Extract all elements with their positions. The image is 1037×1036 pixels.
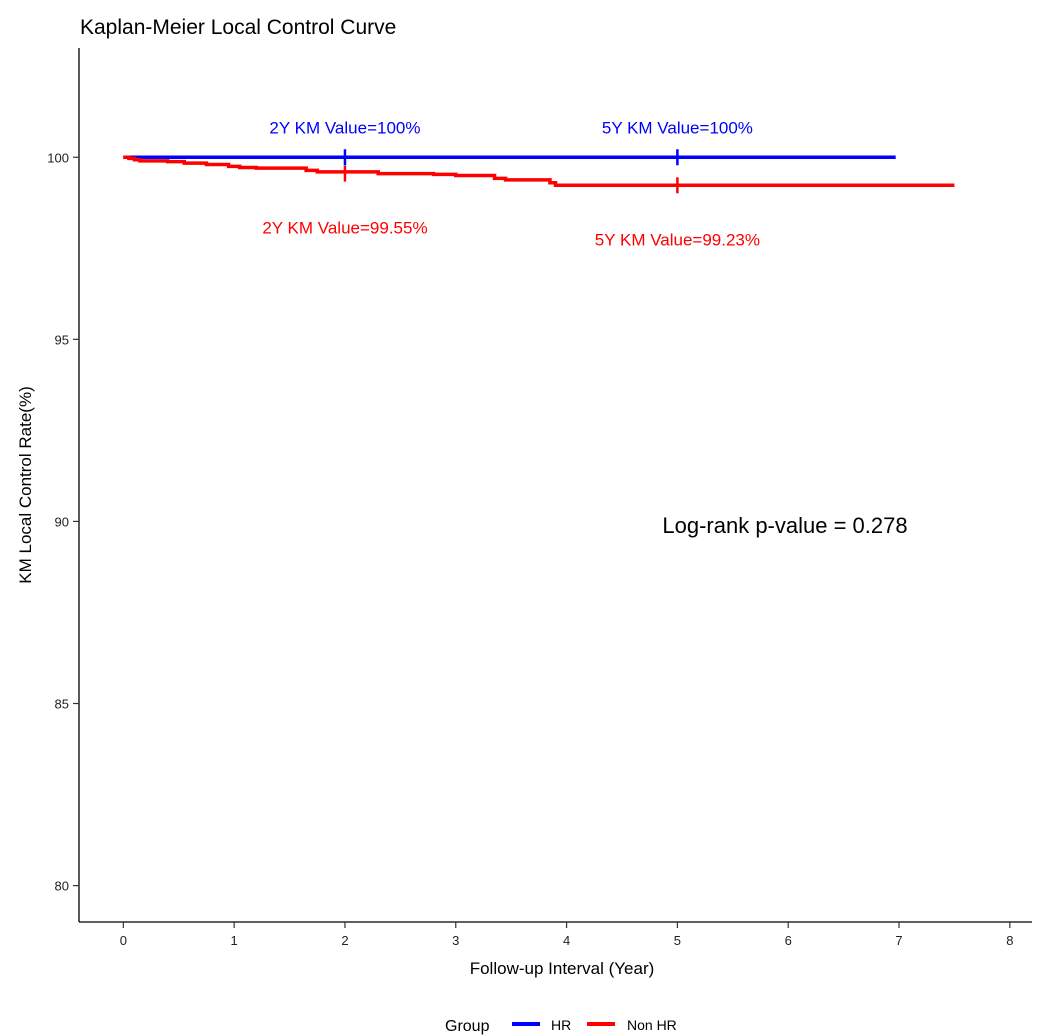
legend-label-non-hr: Non HR bbox=[627, 1017, 677, 1033]
km-annotation-label: 5Y KM Value=100% bbox=[602, 118, 753, 137]
y-tick-label: 95 bbox=[55, 332, 69, 347]
legend-label-hr: HR bbox=[551, 1017, 571, 1033]
x-axis-ticks: 0 1 2 3 4 5 6 7 8 bbox=[120, 922, 1013, 948]
y-tick-label: 80 bbox=[55, 879, 69, 894]
x-tick-label: 1 bbox=[231, 933, 238, 948]
curve-non-hr bbox=[123, 155, 955, 188]
x-tick-label: 5 bbox=[674, 933, 681, 948]
plot-area: 0 1 2 3 4 5 6 7 8 80 85 90 95 100 2Y KM Value=100% 5Y… bbox=[47, 48, 1032, 948]
y-tick-label: 90 bbox=[55, 514, 69, 529]
x-tick-label: 0 bbox=[120, 933, 127, 948]
legend-title: Group bbox=[445, 1018, 490, 1035]
survival-curves bbox=[123, 155, 955, 188]
x-tick-label: 6 bbox=[785, 933, 792, 948]
km-annotation-label: 2Y KM Value=99.55% bbox=[262, 219, 427, 238]
x-tick-label: 8 bbox=[1006, 933, 1013, 948]
x-axis-label: Follow-up Interval (Year) bbox=[470, 959, 655, 978]
x-tick-label: 2 bbox=[341, 933, 348, 948]
y-tick-label: 100 bbox=[47, 150, 69, 165]
km-annotations: 2Y KM Value=100% 5Y KM Value=100% 2Y KM Va… bbox=[262, 118, 760, 249]
y-tick-label: 85 bbox=[55, 697, 69, 712]
log-rank-pvalue: Log-rank p-value = 0.278 bbox=[662, 513, 907, 538]
chart-title: Kaplan-Meier Local Control Curve bbox=[80, 16, 396, 39]
km-annotation-label: 2Y KM Value=100% bbox=[269, 118, 420, 137]
legend: Group HR Non HR bbox=[445, 1017, 677, 1035]
x-tick-label: 3 bbox=[452, 933, 459, 948]
y-axis-label: KM Local Control Rate(%) bbox=[16, 386, 35, 583]
x-tick-label: 7 bbox=[895, 933, 902, 948]
km-annotation-label: 5Y KM Value=99.23% bbox=[595, 230, 760, 249]
x-tick-label: 4 bbox=[563, 933, 570, 948]
y-axis-ticks: 80 85 90 95 100 bbox=[47, 150, 79, 894]
